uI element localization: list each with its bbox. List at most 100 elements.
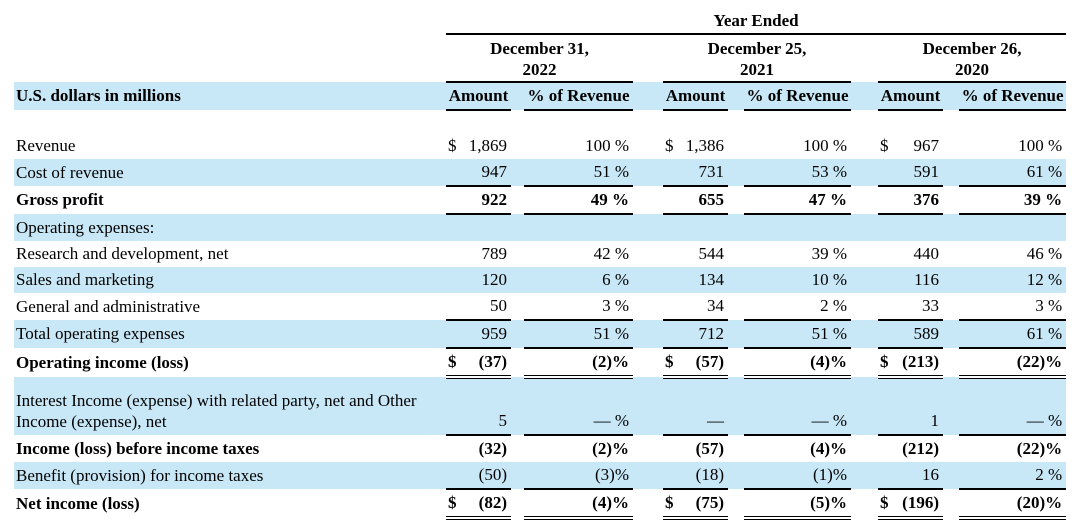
column-gap [943,133,959,159]
percent-cell: (20)% [959,489,1067,520]
amount-cell-content: $1,869 [446,136,511,156]
column-gap [728,462,744,489]
column-gap [728,241,744,267]
year-ended-row: Year Ended [14,8,1067,35]
group-gap [851,159,878,186]
year-ended-header: Year Ended [446,8,1067,35]
amount-value: (37) [478,352,507,371]
group-gap [633,133,663,159]
group-gap [851,186,878,214]
amount-cell [878,214,943,241]
amount-value: 544 [698,244,725,263]
amount-value: 120 [481,270,508,289]
column-gap [728,435,744,462]
column-gap [511,293,524,320]
amount-value: 1,386 [685,136,724,155]
group-gap [633,267,663,293]
amount-value: (213) [902,352,939,371]
amount-value: (82) [478,493,507,512]
amount-cell-content: 120 [446,270,511,290]
amount-cell: $ (57) [663,348,728,379]
period-year-line: 2021 [740,60,774,79]
column-gap [943,186,959,214]
amount-cell-content: $967 [878,136,943,156]
column-gap [943,489,959,518]
amount-cell: 116 [878,267,943,293]
amount-cell: 789 [446,241,511,267]
amount-cell: $ (213) [878,348,943,379]
percent-cell: (5)% [744,489,851,520]
amount-cell: (57) [663,435,728,462]
period-row: December 31, 2022 December 25, 2021 Dece… [14,34,1067,83]
amount-value: 1,869 [468,136,507,155]
amount-cell: $ (75) [663,489,728,520]
column-gap [511,320,524,348]
amount-cell-content: 922 [446,190,511,210]
income-statement-table: Year Ended December 31, 2022 December 25… [14,8,1067,520]
amount-value: 134 [698,270,725,289]
percent-cell: 2 % [744,293,851,321]
amount-cell: $967 [878,133,943,159]
dollar-sign: $ [448,352,457,371]
amount-value: 789 [481,244,508,263]
dollar-sign: $ [448,136,457,155]
percent-column-header: % of Revenue [524,82,633,111]
amount-value: 440 [913,244,940,263]
percent-cell: 51 % [744,320,851,349]
dollar-sign: $ [880,136,889,155]
amount-value: 34 [707,296,724,315]
amount-cell-content: 34 [663,296,728,316]
group-gap [633,348,663,377]
amount-value: (196) [902,493,939,512]
amount-cell-content: 789 [446,244,511,264]
column-gap [728,214,744,241]
dollar-sign: $ [665,352,674,371]
amount-cell: 591 [878,159,943,187]
percent-cell: 53 % [744,159,851,187]
amount-cell-content: 116 [878,270,943,290]
percent-cell: — % [959,377,1067,436]
amount-cell: 440 [878,241,943,267]
percent-cell: 61 % [959,159,1067,187]
amount-column-header: Amount [878,82,943,111]
amount-value: 712 [698,324,725,343]
amount-cell: 589 [878,320,943,349]
amount-cell-content: 712 [663,324,728,344]
amount-cell: 544 [663,241,728,267]
percent-cell: 42 % [593,244,629,263]
amount-cell-content: 731 [663,162,728,182]
amount-value: (75) [695,493,724,512]
amount-value: (18) [695,465,724,484]
amount-cell-content: 33 [878,296,943,316]
period-year-line: 2020 [955,60,990,79]
percent-cell [959,214,1067,241]
amount-cell: 134 [663,267,728,293]
amount-cell: (50) [446,462,511,490]
group-gap [851,320,878,348]
percent-cell: 100 % [585,136,629,155]
percent-cell: (4)% [744,348,851,379]
group-gap [851,267,878,293]
percent-cell [524,214,633,241]
percent-cell: (2)% [592,439,629,458]
column-gap [728,489,744,518]
amount-cell: $ (37) [446,348,511,379]
amount-column-header: Amount [663,82,728,111]
group-gap [851,214,878,241]
dollar-sign: $ [880,493,889,512]
amount-value: 376 [913,190,940,209]
amount-value: (32) [478,439,507,458]
amount-cell-content: (57) [663,439,728,459]
percent-cell: 2 % [959,462,1067,490]
amount-cell: $1,386 [663,133,728,159]
amount-value: 1 [930,411,940,430]
table-row: Cost of revenue 947 51 % 731 53 % 591 61 % [14,159,1067,187]
column-gap [728,82,744,110]
amount-cell-content: (32) [446,439,511,459]
group-gap [851,348,878,377]
amount-value: (50) [478,465,507,484]
column-gap [728,348,744,377]
amount-cell: 16 [878,462,943,490]
group-gap [851,293,878,320]
table-row: Revenue $1,869 100 % $1,386 100 % $967 100 % [14,133,1066,159]
